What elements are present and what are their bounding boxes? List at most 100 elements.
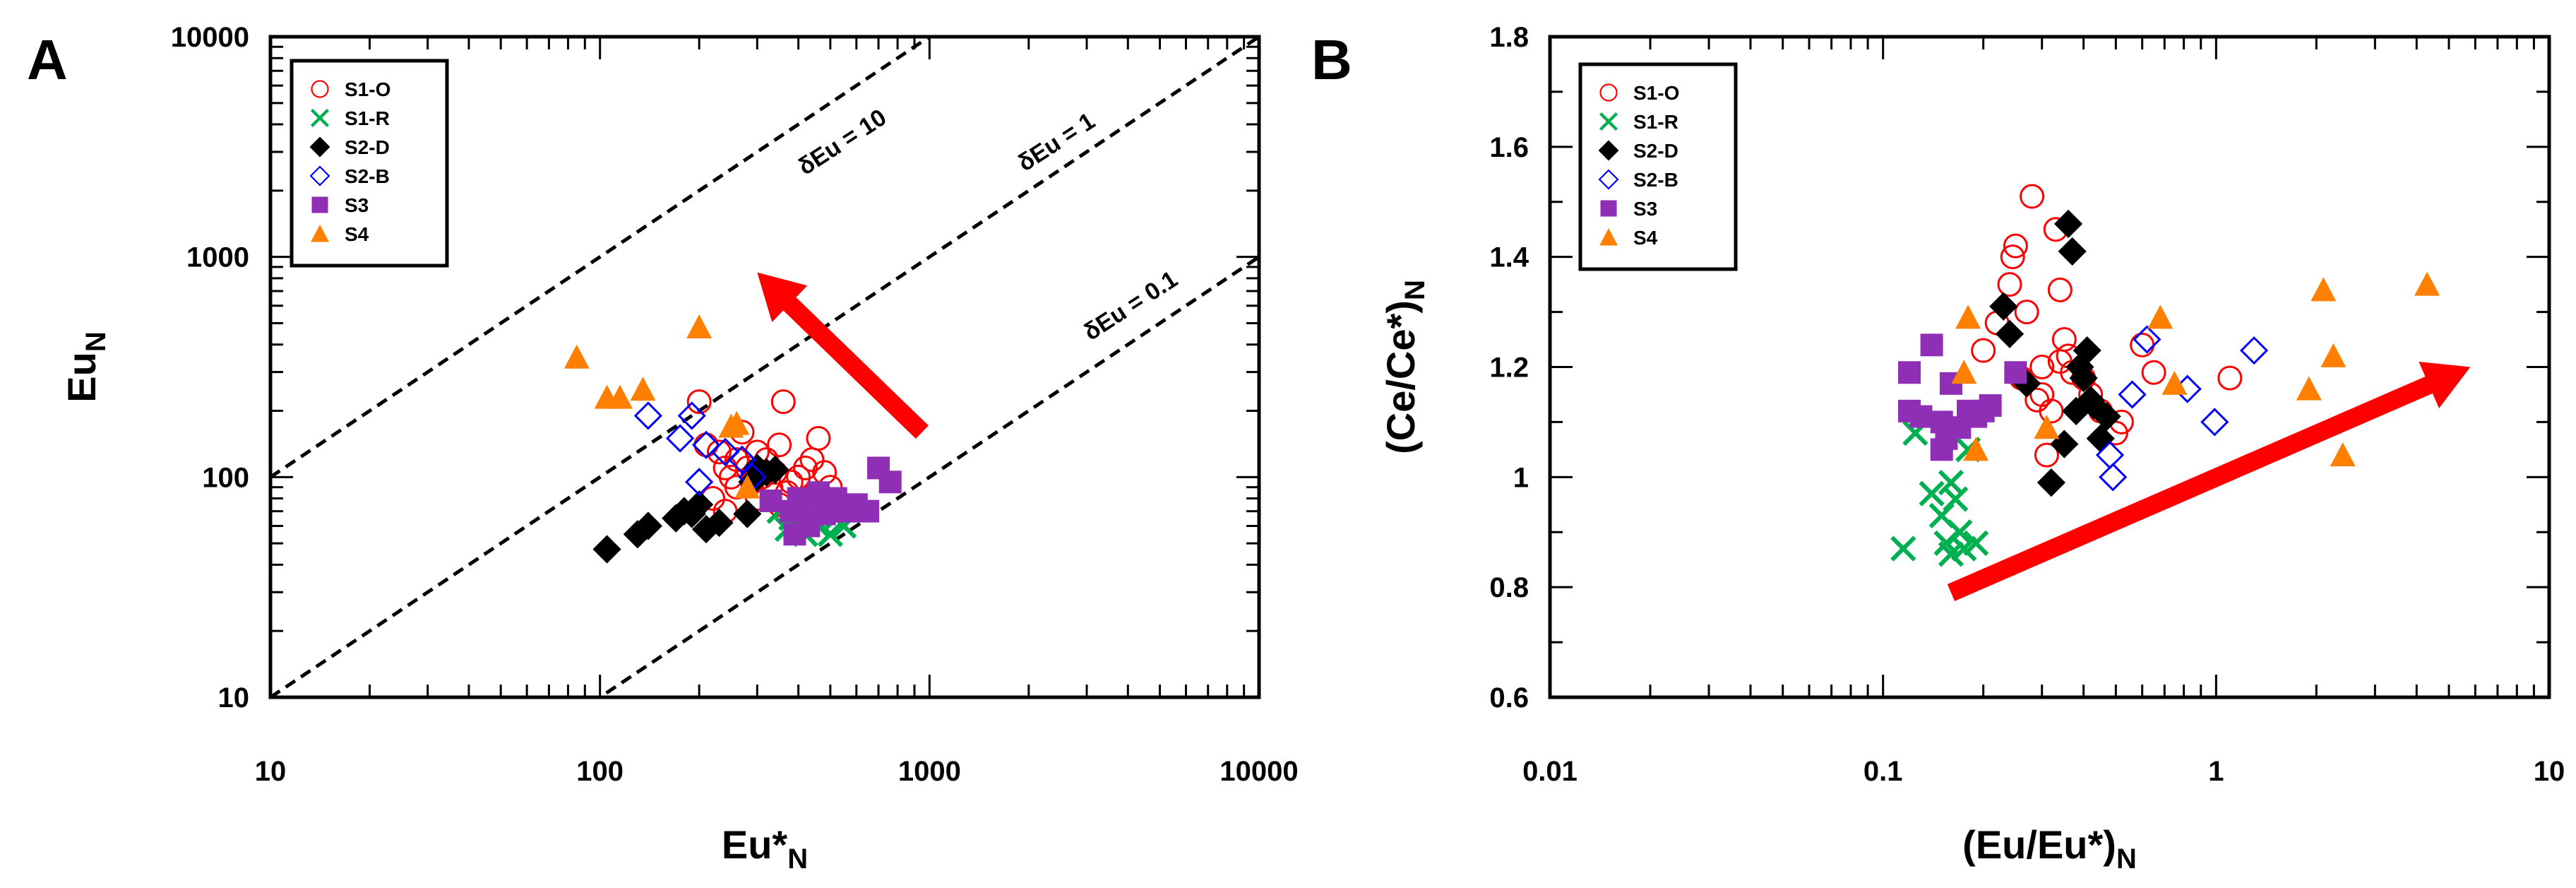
y-axis-title-main: Eu [59,352,104,403]
legend-label: S3 [1633,198,1657,220]
point-s1-o [686,389,712,415]
point-s1-o [2003,233,2028,259]
point-s1-o [2130,332,2155,357]
x-axis-title-sub: N [2116,843,2137,875]
point-s2-b [685,468,714,497]
point-s3 [759,489,782,512]
point-s3 [878,470,902,494]
point-s2-b [2239,336,2269,365]
point-s1-o [2039,398,2064,424]
point-s3 [1979,394,2002,418]
point-s1-o [1997,272,2022,297]
point-s1-o [2051,327,2077,353]
series-s4 [564,314,761,499]
point-s1-o [2034,442,2059,468]
point-s2-b [727,445,757,474]
panel-b: B0.01 0.1 1 100.60.811.21.41.61.8(Eu/Eu*)N(… [1311,22,2565,875]
legend-marker-diamond-icon [309,136,330,158]
legend-marker-diamond-icon [309,165,330,187]
series-s2-b [633,401,767,497]
point-s2-d [2065,353,2094,381]
plot-frame [268,35,1261,699]
point-s2-d [592,535,621,564]
point-s2-d [761,455,789,485]
legend-label: S4 [1633,227,1658,249]
point-s1-r [1890,535,1916,562]
legend-label: S3 [345,194,369,216]
legend-label: S1-R [1633,111,1678,133]
legend-label: S2-B [1633,169,1678,191]
legend-label: S1-O [345,78,390,100]
point-s2-d [2058,237,2087,266]
legend-marker-x-icon [1599,112,1618,131]
point-s3 [1920,333,1943,357]
point-s4 [2296,376,2322,401]
x-tick-label: 1000 [898,756,961,787]
y-tick-label: 1.2 [1489,353,1529,384]
legend-marker-circle-icon [311,80,329,98]
x-tick-label: 0.01 [1522,756,1578,787]
series-s2-d [592,454,789,564]
reference-line-0 [270,37,933,479]
point-s4 [2310,277,2337,302]
point-s2-d [685,490,714,519]
trend-arrow [1947,361,2471,601]
point-s1-r [1963,530,1989,556]
point-s2-b [710,437,740,466]
x-axis-title: Eu*N [722,822,808,875]
legend-marker-diamond-icon [1598,169,1619,190]
legend-label: S2-D [345,136,390,158]
point-s4 [2330,442,2356,467]
point-s4 [1963,437,1989,461]
legend-entry-s1-o: S1-O [1599,82,1679,104]
point-s2-d [1995,319,2025,348]
legend: S1-O S1-R S2-D S2-B S3 S4 [290,59,449,268]
point-s4 [2414,271,2440,296]
point-s2-d [733,499,762,528]
point-s2-d [2053,209,2083,239]
legend-entry-s1-r: S1-R [1599,111,1678,133]
x-tick-label: 10000 [1220,756,1298,787]
legend-marker-triangle-icon [1599,228,1618,246]
point-s1-o [2047,277,2073,302]
x-axis-title-main: (Eu/Eu*) [1962,822,2116,867]
y-tick-label: 1000 [186,242,249,273]
x-axis-title-sub: N [787,843,808,875]
x-tick-label: 100 [576,756,624,787]
point-s4 [686,314,712,339]
point-s1-o [2141,360,2166,385]
point-s4 [607,384,633,409]
x-tick-label: 1 [2208,756,2224,787]
point-s4 [2147,304,2174,329]
x-axis-title: (Eu/Eu*)N [1962,822,2137,875]
x-tick-label: 10 [2534,756,2565,787]
point-s1-o [806,425,831,451]
point-s4 [2034,415,2060,439]
panel-letter: A [27,28,68,91]
point-s2-d [705,508,734,538]
series-s3 [1898,333,2027,461]
reference-line-1 [270,37,1259,697]
reference-line-label: δEu = 0.1 [1079,266,1183,346]
point-s4 [1951,360,1977,384]
data-points [564,314,902,564]
point-s2-b [665,424,695,453]
point-s1-o [1971,338,1996,363]
trend-arrow [757,272,929,439]
point-s1-o [2020,184,2045,209]
point-s1-o [793,455,818,480]
point-s1-o [2029,355,2055,379]
data-points [1890,184,2440,567]
y-axis-title: (Ce/Ce*)N [1378,280,1431,454]
point-s1-o [2014,300,2039,325]
y-tick-label: 1.4 [1489,242,1529,273]
legend-entry-s2-b: S2-B [309,165,390,187]
point-s1-r [817,521,843,547]
point-s1-o [2000,244,2025,270]
y-tick-label: 100 [202,462,249,493]
point-s4 [734,474,761,499]
point-s1-r [1943,486,1969,512]
y-axis-title-main: (Ce/Ce*) [1378,300,1423,454]
legend-marker-x-icon [310,108,330,128]
